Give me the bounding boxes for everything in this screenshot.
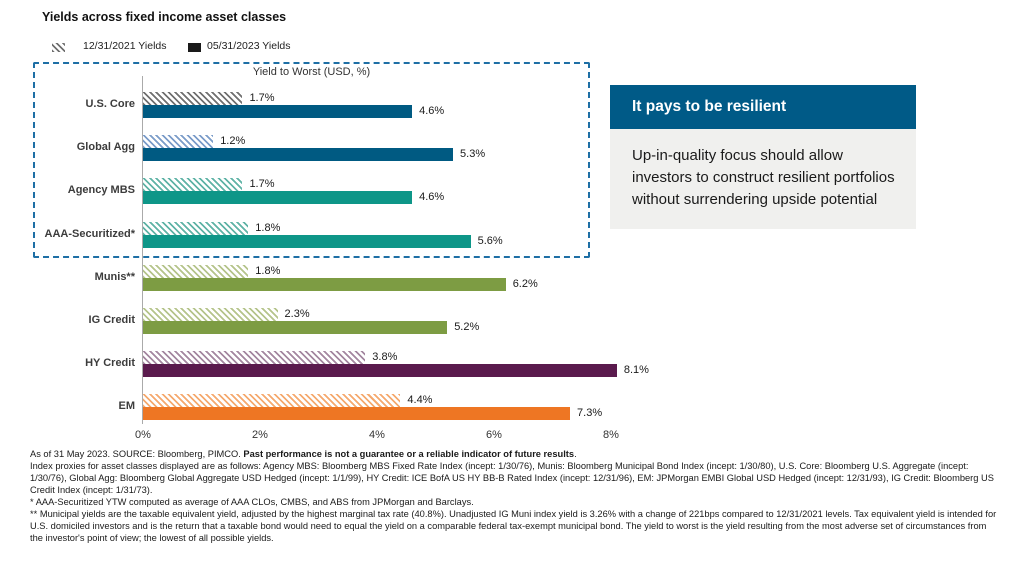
footnote-munis: ** Municipal yields are the taxable equi… (30, 509, 997, 543)
footnote-index-proxies: Index proxies for asset classes displaye… (30, 461, 994, 495)
category-label: EM (118, 400, 136, 413)
x-axis-tick-label: 4% (369, 429, 385, 441)
legend-label-2021: 12/31/2021 Yields (83, 40, 167, 52)
category-label: HY Credit (85, 357, 135, 370)
legend-label-2023: 05/31/2023 Yields (207, 40, 291, 52)
bar-value-2021: 1.7% (249, 92, 275, 104)
bar-value-2023: 5.2% (454, 321, 480, 333)
bar-2023-solid (143, 277, 506, 291)
highlight-box-label: Yield to Worst (USD, %) (252, 66, 371, 78)
x-axis-tick-label: 2% (252, 429, 268, 441)
callout-body: Up-in-quality focus should allow investo… (610, 129, 916, 230)
bar-2021-hatched (143, 308, 278, 321)
bar-value-2021: 1.8% (255, 221, 281, 234)
bar-2023-solid (143, 321, 448, 334)
legend-hatch-swatch (52, 43, 65, 52)
highlight-box (33, 62, 590, 258)
bar-value-2023: 7.3% (577, 407, 603, 420)
callout-title: It pays to be resilient (610, 85, 916, 129)
x-axis-tick-label: 0% (135, 429, 151, 441)
category-label: Global Agg (76, 141, 135, 154)
category-label: Munis** (94, 270, 135, 283)
bar-2021-hatched (143, 394, 401, 408)
footnotes: As of 31 May 2023. SOURCE: Bloomberg, PI… (30, 448, 998, 544)
bar-value-2023: 8.1% (623, 364, 649, 377)
chart-title: Yields across fixed income asset classes (42, 10, 287, 24)
bar-value-2021: 1.2% (220, 135, 246, 148)
bar-value-2023: 6.2% (512, 277, 538, 290)
bar-2021-hatched (143, 135, 214, 149)
callout-panel: It pays to be resilient Up-in-quality fo… (610, 85, 916, 230)
bar-2023-solid (143, 148, 454, 162)
bar-2021-hatched (143, 264, 249, 278)
category-label: AAA-Securitized* (44, 227, 135, 240)
footnote-aaa-securitized: * AAA-Securitized YTW computed as averag… (30, 497, 474, 507)
category-label: IG Credit (88, 314, 135, 326)
bar-value-2021: 1.7% (249, 178, 275, 191)
bar-value-2021: 3.8% (372, 351, 398, 364)
bar-2023-solid (143, 364, 617, 378)
legend-solid-swatch (188, 43, 201, 52)
footnote-source: As of 31 May 2023. SOURCE: Bloomberg, PI… (30, 448, 998, 460)
bar-value-2023: 5.3% (460, 148, 486, 161)
x-axis-tick-label: 6% (486, 429, 502, 441)
category-label: U.S. Core (85, 98, 135, 110)
bar-value-2021: 1.8% (255, 264, 281, 277)
bar-2021-hatched (143, 92, 243, 105)
footnote-period: . (574, 449, 577, 459)
x-axis-tick-label: 8% (603, 429, 619, 441)
y-axis-line (142, 76, 143, 424)
bar-2021-hatched (143, 221, 249, 235)
bar-value-2023: 4.6% (419, 105, 445, 117)
category-label: Agency MBS (67, 184, 135, 197)
bar-2023-solid (143, 407, 571, 421)
bar-2023-solid (143, 234, 471, 248)
bar-2023-solid (143, 191, 413, 205)
bar-value-2021: 4.4% (407, 394, 433, 407)
footnote-as-of: As of 31 May 2023. SOURCE: Bloomberg, PI… (30, 449, 244, 459)
bar-2021-hatched (143, 351, 366, 365)
bar-2023-solid (143, 105, 413, 118)
bar-2021-hatched (143, 178, 243, 192)
bar-value-2023: 5.6% (477, 234, 503, 247)
bar-value-2021: 2.3% (284, 308, 310, 320)
bar-value-2023: 4.6% (419, 191, 445, 204)
footnote-past-performance: Past performance is not a guarantee or a… (243, 449, 575, 459)
